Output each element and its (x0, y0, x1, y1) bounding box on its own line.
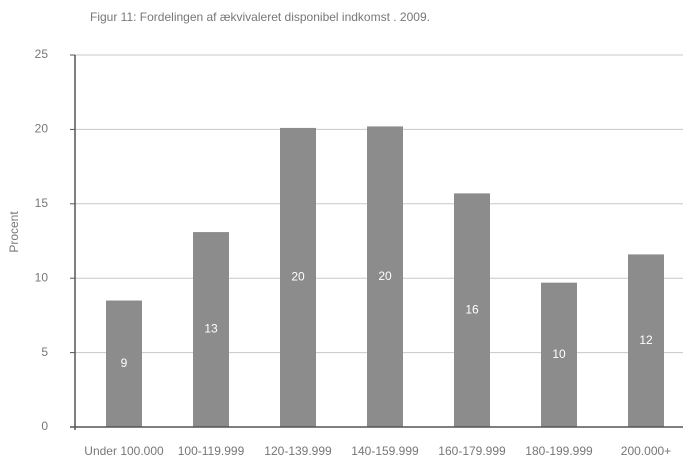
bar (193, 232, 229, 427)
y-tick-label: 5 (41, 345, 48, 359)
chart-title: Figur 11: Fordelingen af ækvivaleret dis… (90, 10, 430, 24)
value-label: 9 (121, 356, 128, 370)
bar (628, 254, 664, 427)
x-tick-label: 180-199.999 (525, 444, 593, 458)
bar (541, 282, 577, 427)
x-tick-label: 200.000+ (621, 444, 671, 458)
x-tick-label: Under 100.000 (84, 444, 164, 458)
y-tick-label: 10 (35, 270, 49, 284)
x-tick-label: 160-179.999 (438, 444, 506, 458)
x-tick-label: 140-159.999 (351, 444, 419, 458)
y-tick-label: 25 (35, 47, 49, 61)
y-axis-label: Procent (7, 211, 21, 253)
y-tick-label: 20 (35, 122, 49, 136)
value-label: 13 (204, 322, 218, 336)
bar (454, 193, 490, 427)
value-label: 16 (465, 302, 479, 316)
x-tick-label: 100-119.999 (178, 444, 245, 458)
x-tick-label: 120-139.999 (264, 444, 332, 458)
bar (106, 300, 142, 427)
y-tick-label: 0 (41, 419, 48, 433)
bar (280, 127, 316, 428)
y-tick-label: 15 (35, 196, 49, 210)
bar (367, 126, 403, 427)
value-label: 10 (552, 347, 566, 361)
value-label: 20 (291, 270, 305, 284)
value-label: 12 (639, 333, 653, 347)
value-label: 20 (378, 269, 392, 283)
